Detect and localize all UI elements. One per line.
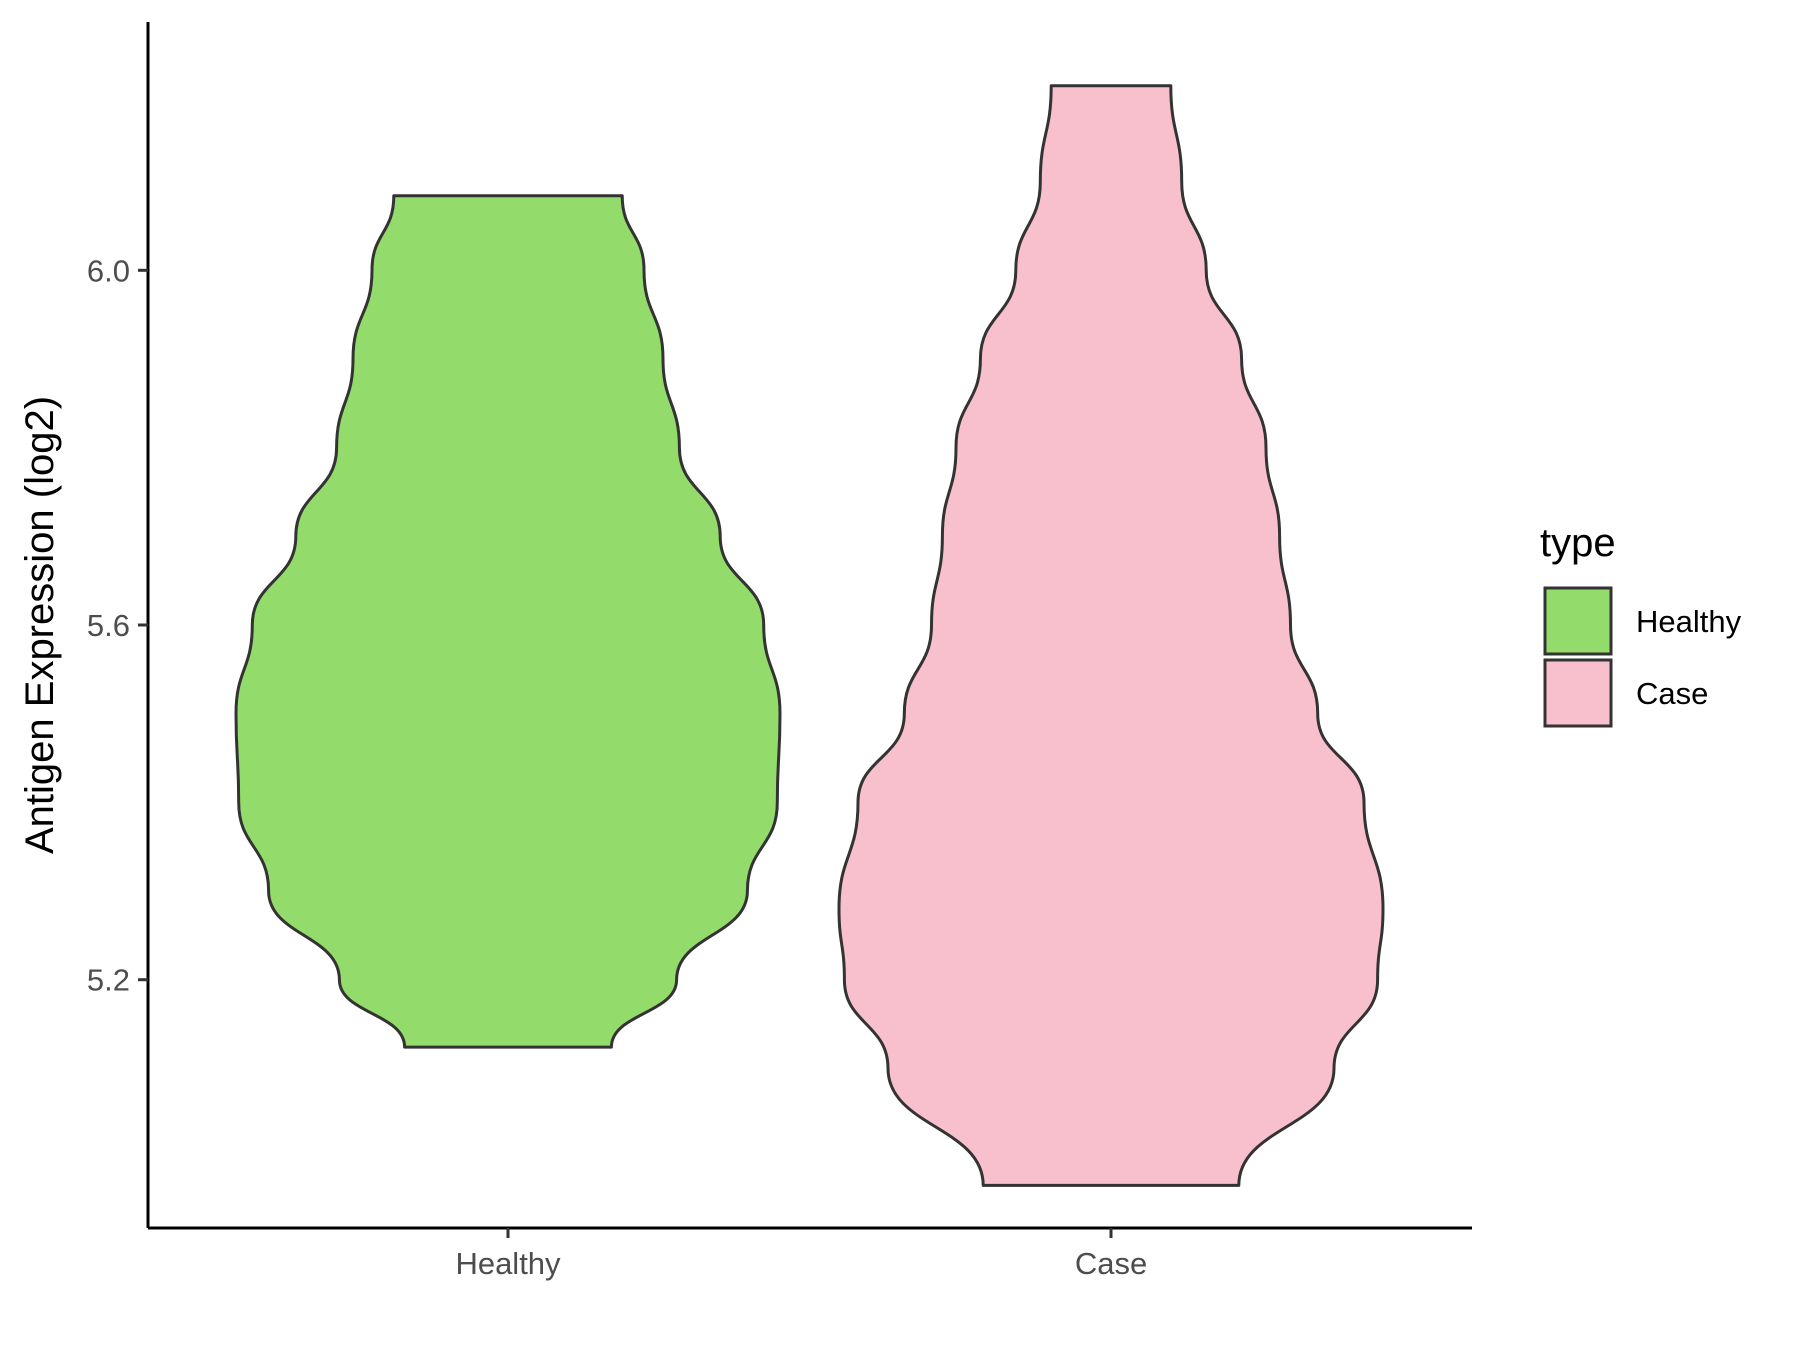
violin-layer <box>234 84 1385 1187</box>
legend-title: type <box>1540 521 1616 565</box>
x-tick-label: Case <box>1075 1246 1147 1281</box>
y-tick-label: 6.0 <box>87 253 130 288</box>
y-axis-title: Antigen Expression (log2) <box>18 396 62 854</box>
legend-swatch-healthy <box>1543 586 1613 656</box>
legend-label-case: Case <box>1636 676 1708 711</box>
axes-layer: 5.2 5.6 6.0 Healthy Case <box>87 22 1472 1281</box>
legend-swatch-case <box>1543 658 1613 728</box>
y-tick-label: 5.6 <box>87 608 130 643</box>
x-tick-label: Healthy <box>455 1246 561 1281</box>
legend: type Healthy Case <box>1540 521 1742 728</box>
y-tick-label: 5.2 <box>87 963 130 998</box>
legend-label-healthy: Healthy <box>1636 604 1742 639</box>
violin-healthy <box>234 194 782 1049</box>
violin-case <box>837 84 1385 1187</box>
